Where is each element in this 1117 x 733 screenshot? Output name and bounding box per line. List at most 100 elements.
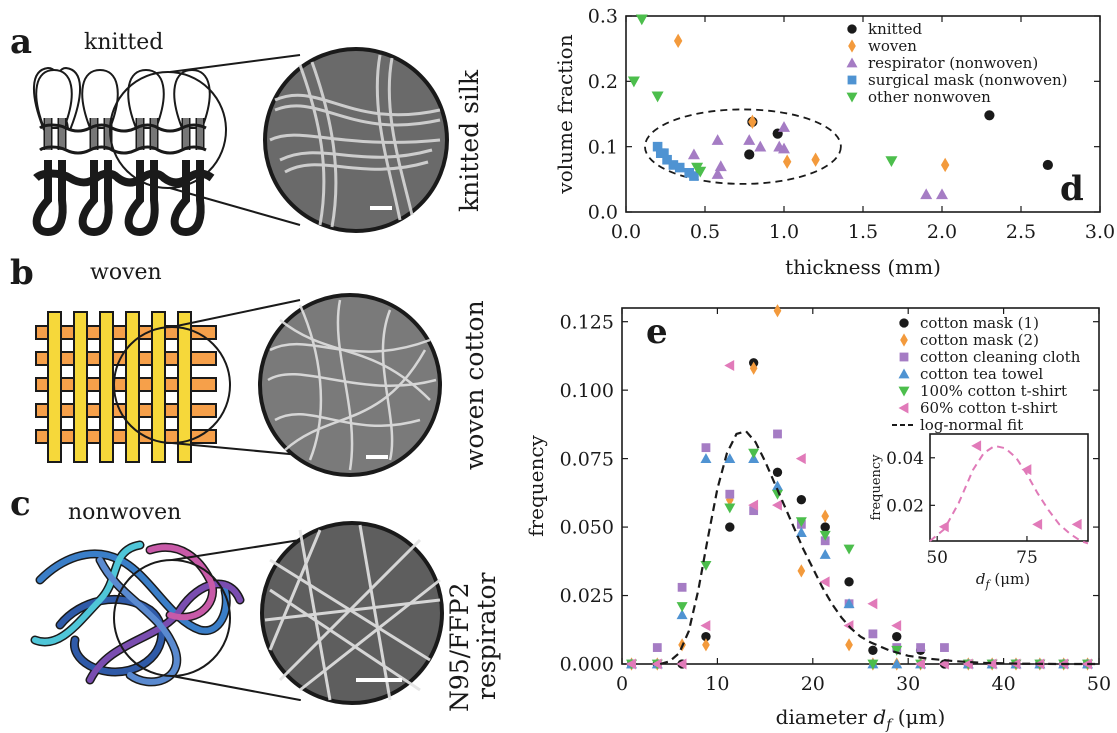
legend-label: 60% cotton t-shirt	[920, 399, 1058, 417]
data-point	[700, 561, 712, 571]
legend-label: log-normal fit	[920, 416, 1023, 434]
data-point	[891, 620, 902, 632]
legend-marker	[898, 402, 909, 414]
data-point	[694, 166, 707, 178]
x-tick-label: 2.5	[1006, 221, 1036, 243]
inset-data-point	[971, 440, 982, 452]
legend-label: cotton tea towel	[920, 365, 1043, 383]
data-point	[778, 121, 790, 132]
woven-schematic	[35, 299, 301, 463]
data-point	[868, 645, 878, 655]
data-point	[673, 33, 683, 49]
series-woven	[673, 33, 950, 173]
data-point	[725, 522, 735, 532]
data-point	[772, 489, 784, 500]
y-tick-label: 0.100	[560, 380, 614, 402]
legend-label: surgical mask (nonwoven)	[868, 71, 1068, 89]
x-tick-label: 0.0	[611, 221, 641, 243]
data-point	[984, 110, 995, 121]
data-point	[651, 91, 664, 103]
inset-data-point	[1021, 464, 1032, 476]
inset-y-axis-label: frequency	[869, 454, 884, 521]
data-point	[811, 152, 820, 167]
data-point	[749, 506, 759, 516]
data-point	[773, 429, 782, 439]
legend-marker	[846, 92, 858, 103]
legend-marker	[846, 57, 858, 68]
data-point	[700, 620, 711, 632]
inset-x-axis-label: df (μm)	[976, 570, 1030, 591]
panel-letter-d: d	[1060, 169, 1084, 209]
fit-curve	[659, 429, 1099, 666]
inset-y-tick-label: 0.04	[886, 449, 924, 469]
sem-image-woven	[258, 293, 442, 477]
inset-data-point	[938, 521, 949, 533]
data-point	[701, 631, 711, 642]
legend-label: cotton mask (2)	[920, 331, 1039, 349]
plot-frame	[621, 307, 1100, 665]
data-point	[915, 658, 926, 670]
data-point	[940, 157, 950, 173]
data-point	[962, 658, 973, 670]
data-point	[662, 154, 672, 165]
nonwoven-schematic	[30, 539, 301, 701]
data-point	[920, 188, 933, 200]
data-point	[725, 489, 735, 499]
data-point	[843, 544, 855, 555]
data-point	[892, 631, 902, 642]
data-point	[674, 162, 685, 173]
legend-label: respirator (nonwoven)	[868, 54, 1038, 72]
panel-title-woven: woven	[90, 260, 162, 285]
knitted-schematic	[32, 54, 301, 237]
data-point	[819, 576, 830, 588]
x-tick-label: 1.5	[848, 221, 878, 243]
data-point	[1042, 159, 1053, 171]
x-tick-label: 0.5	[690, 221, 720, 243]
legend-label: woven	[868, 37, 917, 55]
data-point	[725, 493, 734, 507]
data-point	[676, 609, 688, 620]
legend-marker	[847, 75, 857, 85]
x-tick-label: 40	[992, 673, 1016, 695]
data-point	[795, 453, 806, 465]
data-point	[701, 443, 711, 453]
data-point	[885, 156, 898, 168]
y-tick-label: 0.050	[560, 517, 614, 539]
x-tick-label: 2.0	[927, 221, 957, 243]
data-point	[772, 480, 784, 491]
legend-marker	[848, 39, 856, 53]
legend-marker	[847, 24, 857, 34]
data-point	[724, 453, 736, 464]
inset-x-tick-label: 50	[926, 548, 948, 568]
inset-data-point	[1071, 518, 1082, 530]
data-point	[845, 638, 853, 652]
legend-marker	[899, 352, 909, 362]
data-point	[748, 114, 757, 130]
data-point	[773, 304, 782, 318]
data-point	[819, 530, 831, 541]
data-point	[651, 658, 662, 670]
data-point	[749, 361, 758, 375]
chart-d-thickness-vs-volume-fraction: 0.0 0.5 1.0 1.5 2.0 2.5 3.0 0.0 0.1 0.2 0.3 thickne…	[553, 6, 1115, 279]
series-surgical-mask-nonwoven-	[652, 141, 699, 181]
y-tick-label: 0.000	[560, 654, 614, 676]
panel-title-nonwoven: nonwoven	[68, 500, 182, 525]
y-axis-label: volume fraction	[553, 34, 577, 194]
sem-image-knitted	[263, 47, 449, 233]
x-axis-label: diameter df (μm)	[776, 705, 946, 733]
y-tick-label: 0.025	[560, 585, 614, 607]
series-respirator-nonwoven-	[687, 121, 948, 200]
inset-fit-curve	[929, 444, 1089, 545]
cluster-ellipse-annotation	[644, 108, 842, 185]
sem-image-nonwoven	[260, 521, 444, 705]
series-other-nonwoven	[627, 14, 898, 178]
y-tick-label: 0.125	[560, 311, 614, 333]
data-point	[652, 643, 662, 652]
data-point	[891, 645, 903, 656]
data-point	[936, 188, 948, 200]
data-point	[986, 658, 997, 670]
legend-label: 100% cotton t-shirt	[920, 382, 1067, 400]
legend-label: cotton mask (1)	[920, 314, 1039, 332]
y-axis-label: frequency	[524, 434, 548, 536]
